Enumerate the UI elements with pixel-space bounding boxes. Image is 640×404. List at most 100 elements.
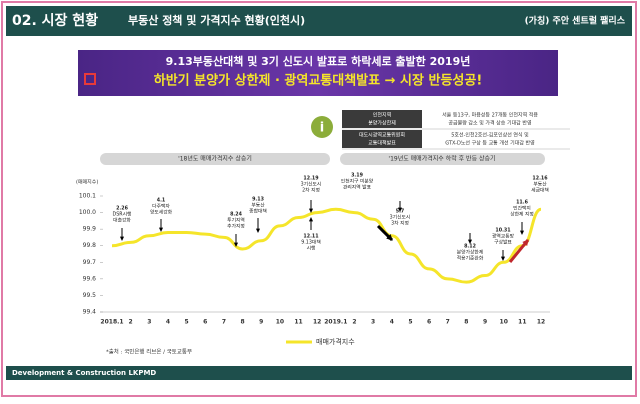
annotation: 양도세강화 xyxy=(150,209,173,216)
header-bar xyxy=(6,6,632,36)
annotation: 민간택지 xyxy=(513,205,531,212)
info-label-cell xyxy=(342,110,422,128)
arrow-head xyxy=(467,239,473,244)
legend-label: 매매가격지수 xyxy=(316,337,355,346)
x-tick-label: 2 xyxy=(129,319,133,326)
x-tick-label: 6 xyxy=(203,319,207,326)
x-tick-label: 2018.1 xyxy=(100,319,123,326)
annotation: 3.19 xyxy=(351,173,363,179)
annotation: 다주택자 xyxy=(152,203,170,210)
subtitle: 부동산 정책 및 가격지수 현황(인천시) xyxy=(128,13,305,27)
x-tick-label: 9 xyxy=(259,319,263,326)
x-tick-label: 5 xyxy=(408,319,412,326)
annotation: 12.11 xyxy=(303,234,318,240)
arrow-head xyxy=(519,230,525,235)
annotation: 종합대책 xyxy=(249,208,267,215)
x-tick-label: 2019.1 xyxy=(324,319,347,326)
annotation: 12.19 xyxy=(303,176,319,182)
info-desc: 서울 등13구, 마용성등 27개동 인천지역 적용 xyxy=(442,112,538,119)
x-tick-label: 12 xyxy=(537,319,545,326)
x-tick-label: 3 xyxy=(371,319,375,326)
x-tick-label: 3 xyxy=(147,319,151,326)
x-tick-label: 8 xyxy=(240,319,244,326)
arrow-head xyxy=(308,217,314,222)
y-tick-label: 99.9 xyxy=(83,226,97,233)
x-tick-label: 4 xyxy=(390,319,394,326)
annotation: 상한제 지정 xyxy=(510,211,534,218)
info-desc: 5호선-인천2호선-김포인상선 연식 및 xyxy=(451,132,529,139)
period-label: '19년도 매매가격지수 하락 후 반등 상승기 xyxy=(388,155,495,163)
annotation: 적용기준완화 xyxy=(457,255,484,262)
y-tick-label: 100.1 xyxy=(79,193,96,200)
y-tick-label: 99.6 xyxy=(83,275,97,282)
arrow-head xyxy=(397,207,403,212)
info-icon xyxy=(311,116,333,138)
info-label: 대도시광역교통위원회 xyxy=(359,132,405,139)
footer-text: Development & Construction LKPMD xyxy=(12,369,156,377)
source-note: *출처 : 국민은행 리브온 / 국토교통부 xyxy=(106,348,192,356)
series-line xyxy=(111,207,542,284)
info-desc: GTX-D노선 구상 등 교통 개선 기대감 반영 xyxy=(445,140,535,147)
annotation: 2.26 xyxy=(116,206,128,212)
annotation: 부동산 xyxy=(251,202,265,209)
info-label: 교통대책발표 xyxy=(368,140,396,147)
annotation: 부동산 xyxy=(533,181,547,188)
arrow-head xyxy=(386,234,393,241)
annotation: 2차 지정 xyxy=(302,187,320,194)
annotation: 11.6 xyxy=(516,200,528,206)
annotation: DSR시행 xyxy=(113,211,132,218)
chart: 99.4 99.5 99.6 99.7 99.8 99.9 100.0 100.1 2018.1… xyxy=(79,173,549,326)
x-tick-label: 10 xyxy=(276,319,284,326)
arrow-head xyxy=(308,208,314,213)
y-tick-label: 99.5 xyxy=(83,292,97,299)
annotation: 대출강화 xyxy=(113,217,131,224)
banner-line1: 9.13부동산대책 및 3기 신도시 발표로 하락세로 출발한 2019년 xyxy=(166,54,471,68)
footer-bar xyxy=(6,366,632,380)
annotation: 10.31 xyxy=(495,228,510,234)
arrow-head xyxy=(522,239,529,246)
x-tick-label: 4 xyxy=(166,319,170,326)
annotation: 3기신도시 xyxy=(390,214,411,221)
arrow-head xyxy=(158,227,164,232)
x-tick-label: 5 xyxy=(185,319,189,326)
y-tick-label: 99.8 xyxy=(83,242,97,249)
x-tick-label: 11 xyxy=(518,319,526,326)
y-tick-label: 99.4 xyxy=(83,309,97,316)
x-tick-label: 6 xyxy=(427,319,431,326)
annotation: 광역교통망 xyxy=(492,233,515,240)
project-name: (가칭) 주안 센트럴 팰리스 xyxy=(525,15,626,27)
annotation: 시행 xyxy=(307,245,316,252)
y-tick-label: 100.0 xyxy=(79,209,96,216)
banner xyxy=(78,50,558,96)
annotation: 추가지정 xyxy=(227,223,245,230)
arrow-head xyxy=(500,256,506,261)
period-bar xyxy=(100,153,330,165)
info-label-cell xyxy=(342,130,422,148)
x-tick-label: 11 xyxy=(294,319,302,326)
annotation: 4.1 xyxy=(157,198,166,204)
arrow-head xyxy=(255,228,261,233)
annotation: 인천지구 미분양 xyxy=(341,178,374,185)
info-label: 인천지역 xyxy=(373,112,391,119)
period-label: '18년도 매매가격지수 상승기 xyxy=(178,155,252,163)
arrow-head xyxy=(233,242,239,247)
banner-line2: 하반기 분양가 상한제 · 광역교통대책발표 → 시장 반등성공! xyxy=(154,73,483,89)
y-axis-label: (매매지수) xyxy=(76,179,98,186)
y-tick-label: 99.7 xyxy=(83,259,97,266)
annotation: 8.24 xyxy=(230,212,242,218)
section-title: 02. 시장 현황 xyxy=(12,12,98,29)
info-label: 분양가상한제 xyxy=(368,120,396,127)
arrow-head xyxy=(119,236,125,241)
annotation: 관리지역 발표 xyxy=(343,184,372,191)
annotation: 8.12 xyxy=(464,244,476,250)
x-tick-label: 7 xyxy=(446,319,450,326)
x-tick-label: 8 xyxy=(464,319,468,326)
annotation: 분양가상한제 xyxy=(457,249,483,256)
annotation: 9.13대책 xyxy=(301,239,321,246)
x-tick-label: 10 xyxy=(500,319,508,326)
x-tick-label: 7 xyxy=(222,319,226,326)
annotation: 구상발표 xyxy=(494,239,512,246)
